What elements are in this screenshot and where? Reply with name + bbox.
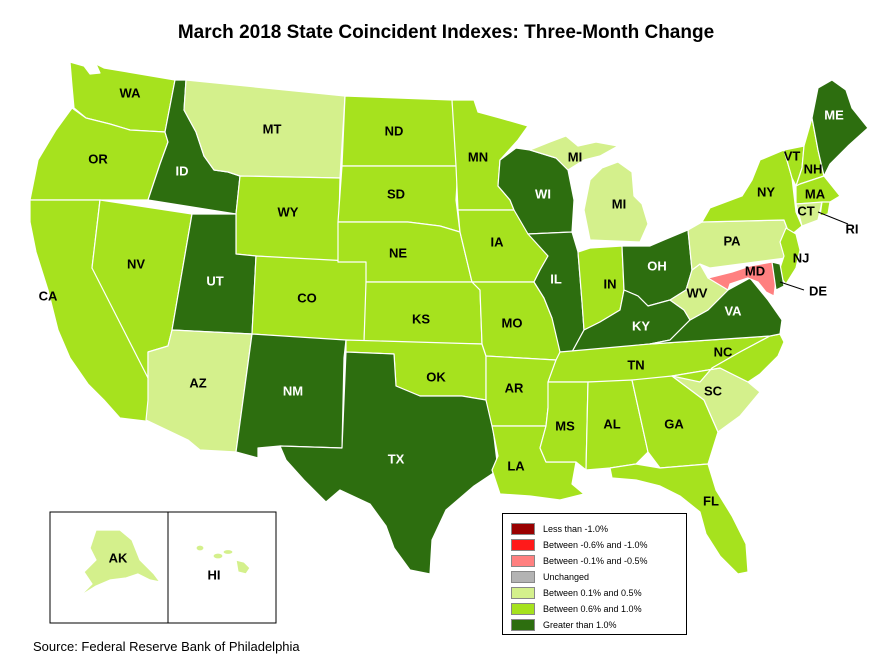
source-note: Source: Federal Reserve Bank of Philadel… — [33, 639, 300, 654]
legend-label: Between -0.6% and -1.0% — [543, 540, 648, 550]
state-ri[interactable] — [819, 201, 831, 217]
label-ia: IA — [491, 234, 505, 249]
label-mi: MI — [612, 196, 626, 211]
legend-label: Between 0.1% and 0.5% — [543, 588, 642, 598]
legend-swatch — [511, 571, 535, 583]
label-id: ID — [176, 163, 189, 178]
legend-label: Less than -1.0% — [543, 524, 609, 534]
label-nm: NM — [283, 383, 303, 398]
label-mi-up: MI — [568, 149, 582, 164]
state-me[interactable] — [811, 79, 869, 177]
legend-item: Between -0.6% and -1.0% — [511, 537, 686, 553]
de-callout-line — [779, 281, 805, 291]
state-md[interactable] — [707, 261, 777, 297]
state-ak[interactable] — [79, 529, 161, 597]
legend-item: Unchanged — [511, 569, 686, 585]
label-wa: WA — [120, 85, 142, 100]
state-mi-upper[interactable] — [529, 135, 619, 171]
legend-label: Between 0.6% and 1.0% — [543, 604, 642, 614]
label-ny: NY — [757, 184, 775, 199]
legend-item: Less than -1.0% — [511, 521, 686, 537]
hawaii-inset-box — [167, 511, 277, 624]
label-ca: CA — [39, 288, 58, 303]
legend-item: Between -0.1% and -0.5% — [511, 553, 686, 569]
label-ar: AR — [505, 380, 524, 395]
state-hi-island[interactable] — [222, 548, 234, 556]
state-de[interactable] — [771, 261, 785, 291]
label-co: CO — [297, 290, 317, 305]
legend-label: Unchanged — [543, 572, 590, 582]
state-nc[interactable] — [671, 333, 785, 383]
legend-item: Between 0.6% and 1.0% — [511, 601, 686, 617]
map-title: March 2018 State Coincident Indexes: Thr… — [177, 22, 715, 43]
label-wi: WI — [535, 186, 551, 201]
label-de: DE — [809, 283, 827, 298]
label-oh: OH — [647, 258, 667, 273]
state-hi-group — [195, 544, 251, 575]
label-ms: MS — [555, 418, 575, 433]
legend-swatch — [511, 555, 535, 567]
label-nv: NV — [127, 256, 145, 271]
label-nd: ND — [385, 123, 404, 138]
label-va: VA — [724, 303, 742, 318]
label-wv: WV — [687, 285, 708, 300]
state-hi[interactable] — [235, 559, 251, 575]
state-mt[interactable] — [183, 79, 346, 179]
legend: Less than -1.0% Between -0.6% and -1.0% … — [502, 513, 687, 635]
label-mt: MT — [263, 121, 282, 136]
state-fl[interactable] — [609, 463, 749, 575]
label-vt: VT — [784, 148, 801, 163]
label-fl: FL — [703, 493, 719, 508]
state-hi-island[interactable] — [195, 544, 205, 552]
label-sc: SC — [704, 383, 723, 398]
ri-callout-line — [817, 211, 849, 225]
label-la: LA — [507, 458, 525, 473]
label-ct: CT — [797, 203, 814, 218]
state-tx[interactable] — [279, 351, 499, 575]
label-mo: MO — [502, 315, 523, 330]
state-wi[interactable] — [497, 147, 575, 235]
state-mi-lower[interactable] — [583, 161, 649, 243]
label-mn: MN — [468, 149, 488, 164]
legend-label: Between -0.1% and -0.5% — [543, 556, 648, 566]
state-hi-island[interactable] — [212, 552, 224, 560]
legend-swatch — [511, 539, 535, 551]
label-me: ME — [824, 107, 844, 122]
label-pa: PA — [723, 233, 741, 248]
legend-swatch — [511, 523, 535, 535]
state-ct[interactable] — [795, 201, 823, 227]
label-tx: TX — [388, 451, 405, 466]
label-ak: AK — [109, 550, 128, 565]
label-al: AL — [603, 416, 620, 431]
legend-swatch — [511, 603, 535, 615]
label-ma: MA — [805, 186, 826, 201]
label-nc: NC — [714, 344, 733, 359]
label-hi: HI — [208, 567, 221, 582]
label-or: OR — [88, 151, 108, 166]
label-wy: WY — [278, 204, 299, 219]
label-md: MD — [745, 263, 765, 278]
label-ky: KY — [632, 318, 650, 333]
legend-swatch — [511, 619, 535, 631]
legend-label: Greater than 1.0% — [543, 620, 617, 630]
label-az: AZ — [189, 375, 206, 390]
label-sd: SD — [387, 186, 405, 201]
legend-swatch — [511, 587, 535, 599]
label-ga: GA — [664, 416, 684, 431]
label-ks: KS — [412, 311, 430, 326]
label-in: IN — [604, 276, 617, 291]
label-tn: TN — [627, 357, 644, 372]
label-ri: RI — [846, 221, 859, 236]
legend-item: Between 0.1% and 0.5% — [511, 585, 686, 601]
label-ok: OK — [426, 369, 446, 384]
state-az[interactable] — [145, 329, 253, 453]
label-nh: NH — [804, 161, 823, 176]
label-il: IL — [550, 271, 562, 286]
label-nj: NJ — [793, 250, 810, 265]
legend-item: Greater than 1.0% — [511, 617, 686, 633]
label-ne: NE — [389, 245, 407, 260]
label-ut: UT — [206, 273, 223, 288]
